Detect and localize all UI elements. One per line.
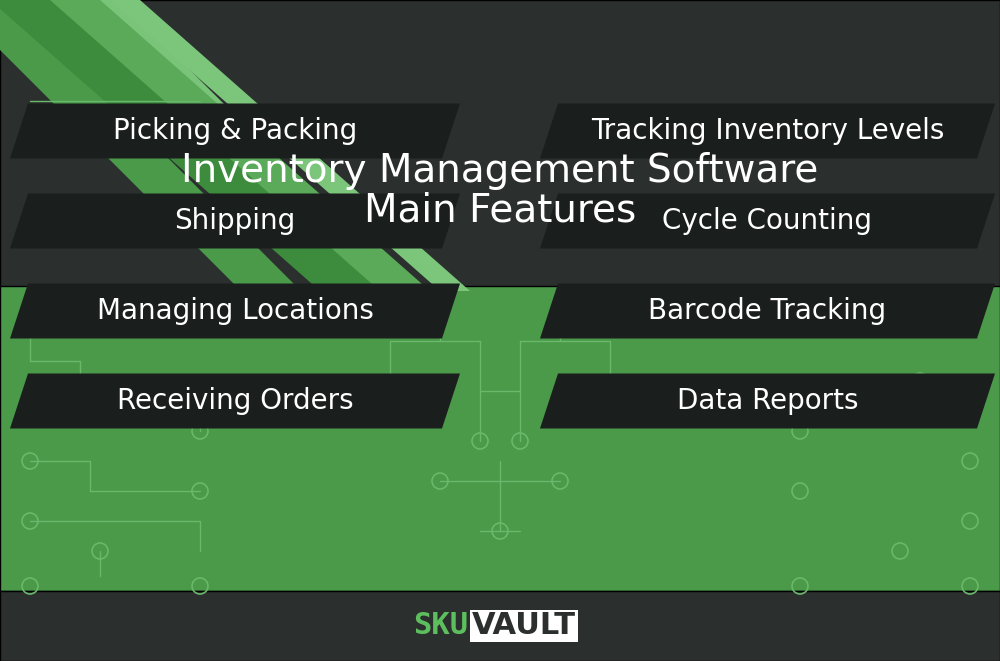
Polygon shape (0, 0, 390, 291)
Text: Tracking Inventory Levels: Tracking Inventory Levels (591, 117, 944, 145)
Polygon shape (540, 373, 995, 428)
FancyBboxPatch shape (0, 0, 1000, 291)
Polygon shape (30, 0, 390, 320)
Text: Data Reports: Data Reports (677, 387, 858, 415)
Polygon shape (10, 284, 460, 338)
Polygon shape (0, 0, 330, 320)
FancyBboxPatch shape (0, 0, 1000, 91)
Polygon shape (540, 194, 995, 249)
Text: Picking & Packing: Picking & Packing (113, 117, 357, 145)
Text: Cycle Counting: Cycle Counting (662, 207, 872, 235)
Text: VAULT: VAULT (472, 611, 576, 641)
Text: Shipping: Shipping (174, 207, 296, 235)
Text: SKU: SKU (413, 611, 468, 641)
Polygon shape (540, 284, 995, 338)
Polygon shape (50, 0, 430, 291)
Polygon shape (110, 0, 470, 291)
FancyBboxPatch shape (0, 286, 1000, 591)
Text: VAULT: VAULT (472, 611, 576, 641)
Polygon shape (10, 104, 460, 159)
Polygon shape (540, 104, 995, 159)
Polygon shape (90, 0, 440, 320)
Text: Inventory Management Software: Inventory Management Software (181, 152, 819, 190)
Text: Barcode Tracking: Barcode Tracking (648, 297, 887, 325)
Text: Managing Locations: Managing Locations (97, 297, 373, 325)
FancyBboxPatch shape (0, 591, 1000, 661)
Polygon shape (10, 194, 460, 249)
Polygon shape (10, 373, 460, 428)
Text: Main Features: Main Features (364, 192, 636, 230)
Text: Receiving Orders: Receiving Orders (117, 387, 353, 415)
